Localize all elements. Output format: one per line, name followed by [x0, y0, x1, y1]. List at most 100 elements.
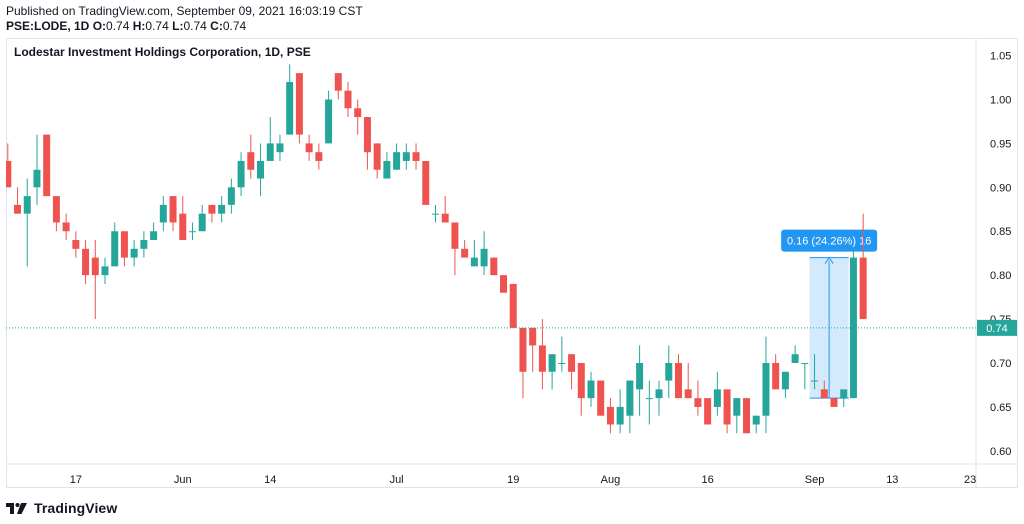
candle[interactable] — [14, 187, 22, 214]
candle[interactable] — [577, 362, 585, 416]
candle[interactable] — [597, 380, 605, 416]
candle[interactable] — [772, 354, 780, 390]
candle[interactable] — [441, 196, 449, 223]
candle[interactable] — [4, 143, 12, 188]
candle-body — [188, 231, 196, 233]
candle[interactable] — [227, 178, 235, 214]
candle[interactable] — [91, 240, 99, 320]
candle[interactable] — [752, 415, 760, 434]
candle[interactable] — [801, 362, 809, 390]
candle[interactable] — [500, 275, 508, 293]
time-axis[interactable]: 17 Jun 14 Jul 19 Aug 16 Sep 13 23 — [70, 474, 976, 486]
candle[interactable] — [529, 327, 537, 372]
last-price-line: 0.74 — [6, 319, 1017, 336]
candle[interactable] — [23, 178, 31, 267]
candle[interactable] — [218, 196, 226, 223]
candlestick-chart[interactable]: Lodestar Investment Holdings Corporation… — [4, 38, 1018, 488]
time-tick-label: 14 — [264, 474, 276, 486]
candle-body — [72, 240, 80, 249]
candle[interactable] — [733, 398, 741, 434]
chart-frame[interactable]: Lodestar Investment Holdings Corporation… — [4, 38, 1018, 488]
candle-body — [334, 73, 342, 91]
candle[interactable] — [62, 213, 70, 241]
candle[interactable] — [470, 240, 478, 267]
candle[interactable] — [636, 345, 644, 416]
symbol-label: PSE:LODE, 1D — [6, 19, 90, 33]
candle[interactable] — [490, 257, 498, 276]
candle[interactable] — [849, 248, 857, 399]
candle[interactable] — [412, 143, 420, 170]
candle[interactable] — [179, 196, 187, 241]
candle[interactable] — [461, 240, 469, 258]
candle[interactable] — [198, 204, 206, 232]
candle[interactable] — [665, 345, 673, 399]
candle[interactable] — [684, 362, 692, 399]
candle[interactable] — [548, 354, 556, 390]
candle[interactable] — [237, 152, 245, 197]
candle[interactable] — [305, 134, 313, 161]
candle[interactable] — [830, 398, 838, 407]
candle[interactable] — [568, 354, 576, 390]
candle[interactable] — [257, 143, 265, 197]
candle[interactable] — [344, 81, 352, 118]
candle[interactable] — [286, 64, 294, 135]
candle[interactable] — [674, 354, 682, 399]
candle[interactable] — [111, 222, 119, 267]
candle[interactable] — [130, 240, 138, 267]
candle[interactable] — [645, 380, 653, 425]
candle[interactable] — [655, 380, 663, 416]
candle[interactable] — [247, 134, 255, 179]
candle[interactable] — [373, 143, 381, 179]
candle[interactable] — [713, 371, 721, 416]
candle[interactable] — [451, 222, 459, 276]
candle[interactable] — [820, 380, 828, 399]
candle[interactable] — [762, 336, 770, 434]
candle[interactable] — [791, 345, 799, 363]
candle[interactable] — [159, 196, 167, 232]
candle[interactable] — [208, 204, 216, 223]
candle[interactable] — [295, 73, 303, 144]
candle[interactable] — [431, 204, 439, 223]
candle[interactable] — [72, 231, 80, 258]
candle[interactable] — [811, 354, 819, 390]
candle[interactable] — [150, 222, 158, 241]
candle[interactable] — [402, 143, 410, 170]
candle[interactable] — [82, 240, 90, 284]
candle[interactable] — [859, 213, 867, 320]
candle[interactable] — [480, 231, 488, 276]
candle[interactable] — [188, 222, 196, 241]
candle[interactable] — [43, 134, 51, 197]
tradingview-brand[interactable]: TradingView — [6, 498, 117, 518]
candle[interactable] — [694, 380, 702, 416]
candle[interactable] — [33, 134, 41, 205]
candle[interactable] — [519, 327, 527, 399]
candle[interactable] — [626, 380, 634, 434]
candle[interactable] — [266, 117, 274, 161]
candle[interactable] — [587, 371, 595, 407]
candle[interactable] — [101, 257, 109, 284]
candle[interactable] — [169, 196, 177, 232]
candle[interactable] — [383, 152, 391, 179]
candle[interactable] — [363, 117, 371, 170]
candle[interactable] — [616, 389, 624, 434]
candle[interactable] — [325, 90, 333, 144]
candle[interactable] — [120, 231, 128, 267]
candle[interactable] — [704, 398, 712, 425]
candle-body — [354, 108, 362, 118]
candle[interactable] — [276, 134, 284, 161]
candle[interactable] — [723, 389, 731, 434]
candle[interactable] — [315, 143, 323, 170]
candle[interactable] — [422, 160, 430, 205]
candle[interactable] — [334, 73, 342, 100]
candle[interactable] — [743, 398, 751, 434]
candle[interactable] — [781, 371, 789, 399]
candle[interactable] — [558, 336, 566, 372]
candle[interactable] — [840, 389, 848, 407]
candle[interactable] — [606, 398, 614, 434]
candle[interactable] — [393, 143, 401, 170]
candle[interactable] — [509, 283, 517, 328]
candle[interactable] — [538, 319, 546, 390]
candle[interactable] — [140, 231, 148, 258]
candle[interactable] — [52, 196, 60, 232]
candle[interactable] — [354, 99, 362, 135]
